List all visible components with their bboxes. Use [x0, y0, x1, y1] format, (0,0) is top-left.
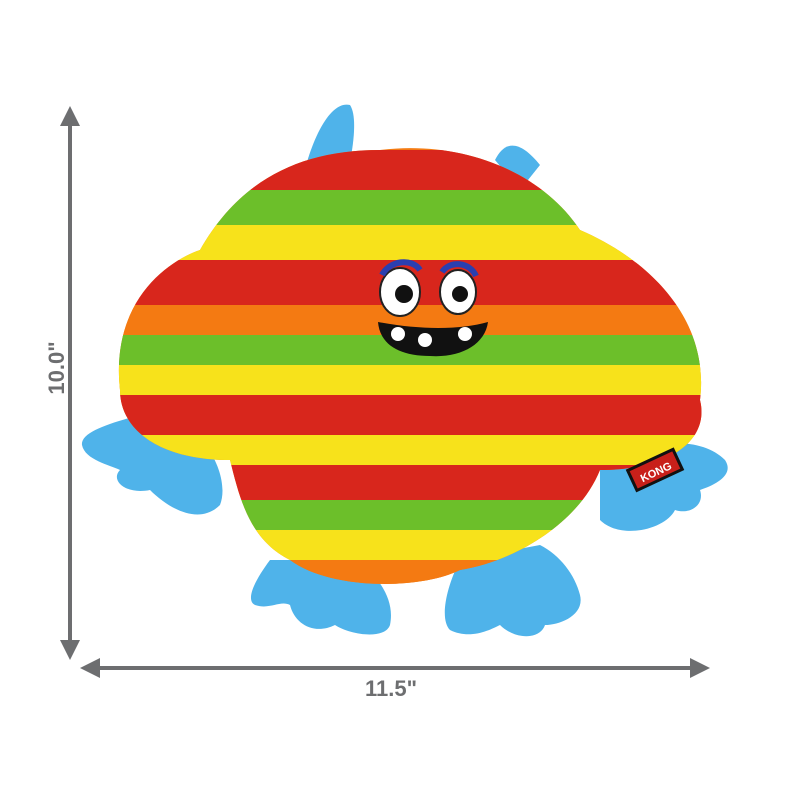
- foot-bottom-right: [444, 545, 581, 637]
- face: [378, 259, 488, 357]
- horn-right: [495, 145, 540, 190]
- fur-body: [118, 148, 702, 584]
- width-dimension-label: 11.5": [365, 676, 418, 701]
- dimension-arrows: [60, 106, 710, 678]
- height-dimension-label: 10.0": [44, 341, 69, 395]
